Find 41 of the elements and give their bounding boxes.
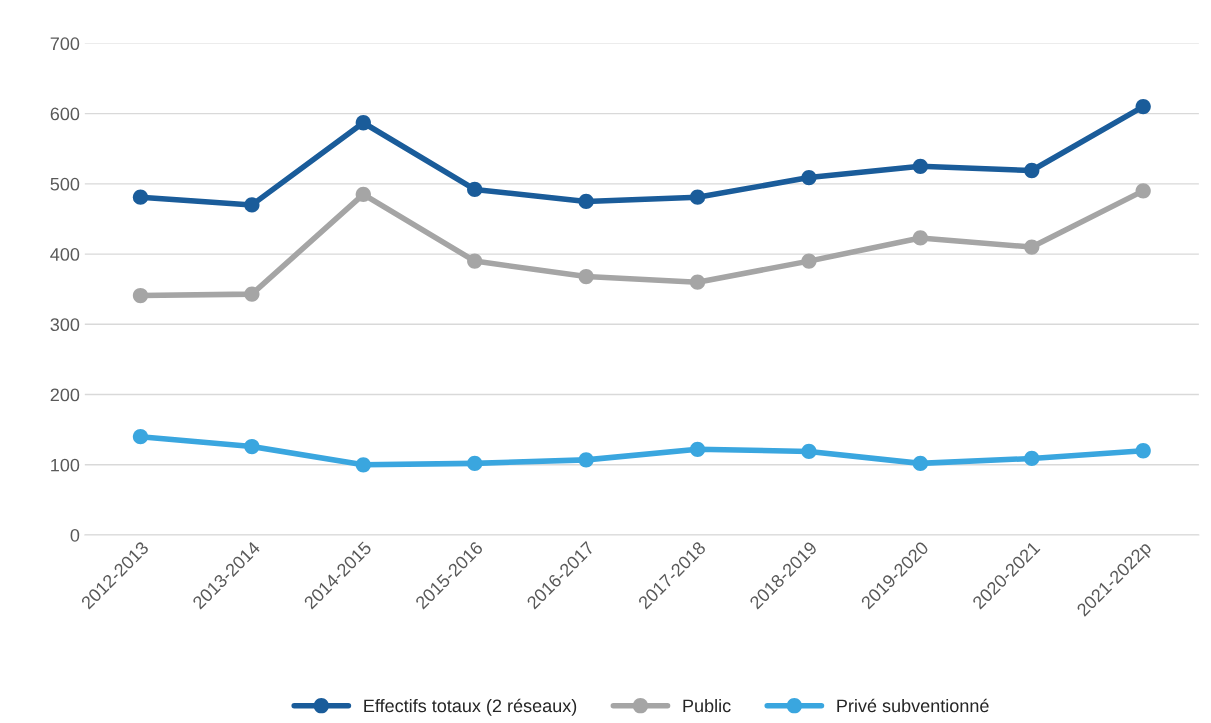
point bbox=[912, 158, 928, 174]
point bbox=[132, 189, 149, 205]
point bbox=[578, 193, 594, 210]
point bbox=[355, 457, 371, 473]
point bbox=[132, 429, 149, 445]
legend-label: Public bbox=[683, 698, 731, 713]
y-tick-label: 0 bbox=[70, 528, 80, 542]
point bbox=[912, 455, 928, 472]
point bbox=[1024, 239, 1040, 255]
legend-label: Effectifs totaux (2 réseaux) bbox=[364, 698, 577, 716]
point bbox=[689, 441, 706, 457]
point bbox=[1135, 98, 1151, 115]
point bbox=[1135, 183, 1151, 199]
point bbox=[467, 455, 483, 472]
point bbox=[689, 274, 706, 290]
y-tick-label: 100 bbox=[51, 458, 80, 472]
point bbox=[578, 452, 594, 468]
y-tick-label: 400 bbox=[50, 248, 80, 261]
y-tick-label: 500 bbox=[50, 177, 80, 191]
point bbox=[467, 253, 483, 269]
point bbox=[1024, 162, 1040, 179]
point bbox=[244, 438, 260, 455]
y-tick-label: 200 bbox=[50, 388, 80, 402]
y-tick-label: 600 bbox=[50, 107, 80, 121]
point bbox=[1135, 443, 1151, 459]
point bbox=[1024, 450, 1040, 467]
point bbox=[244, 286, 260, 302]
point bbox=[132, 287, 149, 304]
point bbox=[355, 186, 371, 203]
point bbox=[244, 197, 260, 213]
y-tick-label: 700 bbox=[50, 37, 80, 51]
point bbox=[578, 268, 594, 285]
point bbox=[801, 169, 817, 186]
y-tick-label: 300 bbox=[50, 318, 80, 332]
point bbox=[467, 181, 483, 198]
point bbox=[801, 443, 817, 460]
point bbox=[355, 115, 371, 131]
legend-label: Privé subventionné bbox=[837, 698, 989, 713]
point bbox=[689, 189, 706, 205]
point bbox=[801, 253, 817, 269]
point bbox=[912, 230, 928, 246]
